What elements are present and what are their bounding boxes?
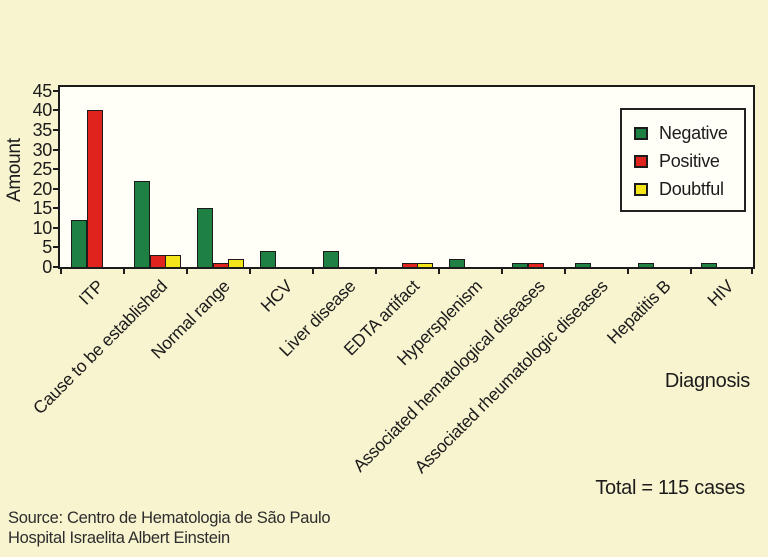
legend-swatch-negative — [634, 126, 648, 140]
legend-item-positive: Positive — [634, 147, 734, 175]
y-axis-tick — [53, 226, 60, 229]
legend-label-negative: Negative — [659, 122, 728, 143]
legend-item-negative: Negative — [634, 119, 734, 147]
y-axis-tick-label: 25 — [32, 159, 53, 180]
bar-hepatitis-b-negative — [638, 263, 654, 267]
y-axis-tick — [53, 109, 60, 112]
x-axis-tick — [312, 267, 314, 274]
bar-itp-negative — [71, 220, 87, 267]
bar-associated-hematological-diseases-positive — [527, 263, 544, 267]
bar-liver-disease-negative — [323, 251, 339, 267]
x-axis-tick — [60, 267, 62, 274]
bar-normal-range-negative — [197, 208, 213, 267]
y-axis-tick — [53, 129, 60, 132]
y-axis-tick — [53, 89, 60, 92]
bar-cause-to-be-established-positive — [149, 255, 166, 267]
y-axis-tick-label: 20 — [32, 178, 53, 199]
x-axis-tick — [690, 267, 692, 274]
y-axis-tick — [53, 266, 60, 268]
y-axis-tick — [53, 148, 60, 151]
x-category-label-hcv: HCV — [256, 276, 297, 316]
source-text: Source: Centro de Hematologia de São Pau… — [8, 508, 331, 548]
x-axis-tick — [438, 267, 440, 274]
bar-associated-hematological-diseases-negative — [512, 263, 528, 267]
source-line-2: Hospital Israelita Albert Einstein — [8, 529, 230, 547]
legend-item-doubtful: Doubtful — [634, 175, 734, 203]
x-axis-tick — [375, 267, 377, 274]
y-axis-tick-label: 5 — [42, 237, 52, 258]
legend: Negative Positive Doubtful — [620, 108, 746, 212]
x-axis-tick — [249, 267, 251, 274]
y-axis-tick-label: 0 — [42, 257, 52, 277]
bar-itp-positive — [86, 110, 103, 267]
total-label: Total = 115 cases — [595, 477, 745, 499]
bar-normal-range-positive — [212, 263, 229, 267]
bar-edta-artifact-doubtful — [417, 263, 433, 267]
x-category-label-itp: ITP — [74, 276, 108, 309]
y-axis-tick-label: 35 — [32, 120, 53, 141]
y-axis-tick-label: 15 — [32, 198, 53, 219]
y-axis-tick — [53, 246, 60, 249]
bar-hypersplenism-negative — [449, 259, 465, 267]
legend-label-positive: Positive — [659, 150, 720, 171]
y-axis-tick — [53, 207, 60, 210]
bar-cause-to-be-established-negative — [134, 180, 150, 267]
bar-cause-to-be-established-doubtful — [165, 255, 181, 267]
x-category-label-hepatitis-b: Hepatitis B — [602, 276, 675, 348]
x-axis-tick — [501, 267, 503, 274]
bar-hiv-negative — [701, 263, 717, 267]
y-axis-tick-label: 10 — [32, 217, 53, 238]
x-category-label-hiv: HIV — [703, 276, 738, 311]
y-axis-tick-label: 45 — [32, 80, 53, 101]
y-axis-tick-label: 40 — [32, 100, 53, 121]
y-axis-tick — [53, 187, 60, 190]
legend-swatch-positive — [634, 154, 648, 168]
source-line-1: Source: Centro de Hematologia de São Pau… — [8, 509, 331, 527]
bar-normal-range-doubtful — [228, 259, 244, 267]
y-axis-tick-label: 30 — [32, 139, 53, 160]
x-axis-tick — [751, 267, 753, 274]
y-axis-tick — [53, 168, 60, 171]
legend-swatch-doubtful — [634, 182, 648, 196]
x-axis-tick — [186, 267, 188, 274]
x-axis-title: Diagnosis — [664, 370, 750, 392]
legend-label-doubtful: Doubtful — [659, 178, 724, 199]
bar-hcv-negative — [260, 251, 276, 267]
bar-edta-artifact-positive — [401, 263, 418, 267]
x-axis-tick — [627, 267, 629, 274]
x-axis-tick — [123, 267, 125, 274]
x-axis-tick — [564, 267, 566, 274]
bar-associated-rheumatologic-diseases-negative — [575, 263, 591, 267]
